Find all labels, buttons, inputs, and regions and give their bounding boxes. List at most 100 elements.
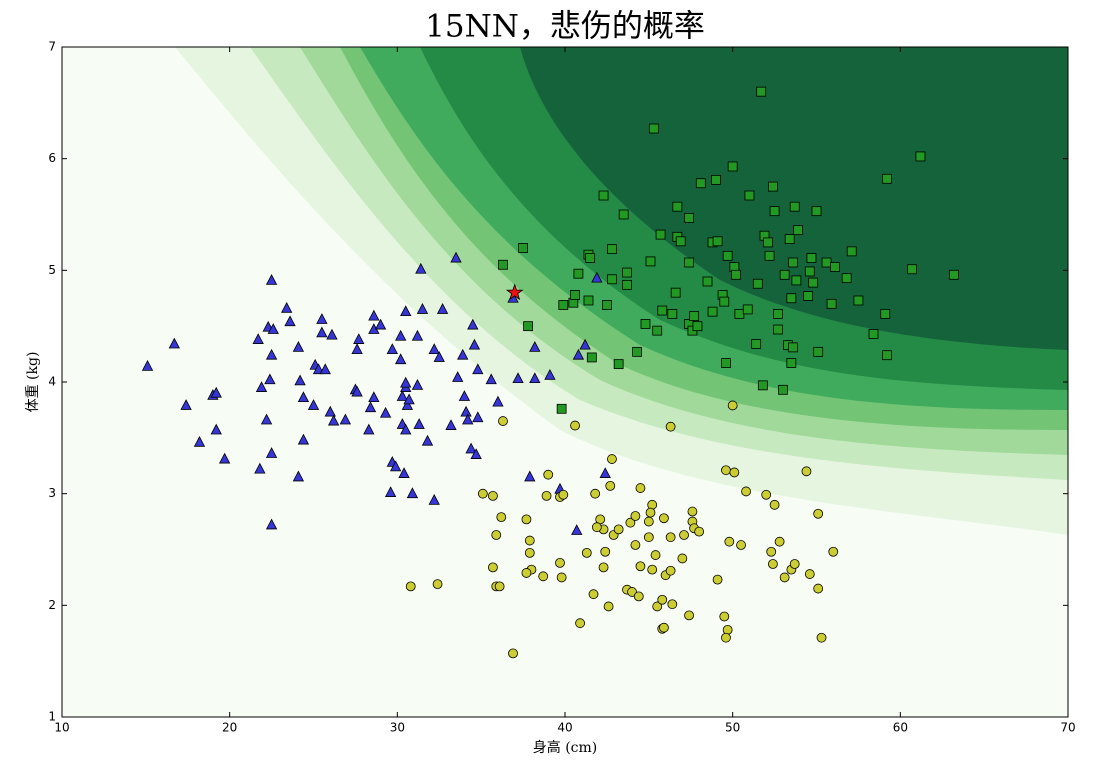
point <box>472 411 484 423</box>
y-tick-label: 4 <box>48 375 56 389</box>
point <box>210 423 222 435</box>
point <box>368 391 380 403</box>
point <box>491 530 502 540</box>
point <box>436 303 449 314</box>
point <box>523 321 534 332</box>
point <box>640 319 651 329</box>
point <box>572 348 585 360</box>
point <box>571 524 583 535</box>
point <box>736 540 746 550</box>
point <box>605 480 616 491</box>
point <box>405 581 416 592</box>
point <box>719 611 730 622</box>
point <box>588 589 599 600</box>
point <box>630 540 641 550</box>
point <box>779 572 790 583</box>
point <box>613 359 624 370</box>
x-tick-label: 20 <box>222 721 237 735</box>
point <box>395 329 407 341</box>
point <box>784 234 795 244</box>
point <box>741 486 751 497</box>
point <box>573 268 584 279</box>
point <box>411 378 424 390</box>
point <box>645 256 656 267</box>
point <box>659 622 669 633</box>
point <box>307 399 320 410</box>
point <box>742 304 753 315</box>
point <box>351 385 363 397</box>
point <box>692 321 703 332</box>
point <box>607 274 617 285</box>
point <box>598 190 609 201</box>
point <box>769 206 780 217</box>
point <box>826 298 837 309</box>
point <box>816 632 827 643</box>
point <box>379 406 392 418</box>
point <box>292 470 305 482</box>
point <box>789 559 800 569</box>
point <box>791 275 802 286</box>
point <box>413 418 425 429</box>
point <box>465 442 477 454</box>
point <box>602 300 612 310</box>
point <box>722 250 733 261</box>
point <box>389 460 402 472</box>
point <box>488 562 498 573</box>
point <box>813 346 824 357</box>
point <box>470 448 482 459</box>
point <box>401 399 414 410</box>
point <box>255 381 268 392</box>
x-tick-label: 30 <box>390 721 405 735</box>
point <box>339 413 352 425</box>
point <box>801 466 812 477</box>
point <box>544 368 556 380</box>
point <box>477 488 488 499</box>
point <box>541 490 552 501</box>
point <box>670 287 681 298</box>
point <box>677 553 688 564</box>
point <box>667 308 678 319</box>
x-tick-label: 70 <box>1060 721 1075 735</box>
point <box>351 343 363 355</box>
point <box>773 324 783 335</box>
point <box>657 594 668 605</box>
point <box>583 295 594 306</box>
point <box>659 513 669 524</box>
point <box>650 550 661 560</box>
y-tick-label: 2 <box>48 598 56 612</box>
x-tick-label: 50 <box>725 721 740 735</box>
point <box>793 225 803 236</box>
point <box>586 352 597 363</box>
point <box>655 229 666 240</box>
point <box>630 511 641 521</box>
point <box>462 413 474 425</box>
y-tick-label: 7 <box>48 40 56 54</box>
point <box>627 587 637 597</box>
point <box>292 341 305 352</box>
point <box>766 546 777 557</box>
point <box>667 599 678 610</box>
point <box>460 405 472 417</box>
point <box>882 173 892 184</box>
point <box>218 452 231 464</box>
point <box>398 467 410 478</box>
point <box>265 447 278 458</box>
point <box>319 363 331 375</box>
point <box>524 547 535 558</box>
point <box>675 236 686 247</box>
point <box>485 373 497 385</box>
point <box>828 546 839 557</box>
point <box>524 535 535 546</box>
point <box>363 423 375 435</box>
point <box>494 581 505 592</box>
point <box>445 419 457 430</box>
point <box>579 338 591 350</box>
point <box>635 483 646 493</box>
point <box>786 358 797 368</box>
point <box>773 308 783 319</box>
point <box>384 486 397 497</box>
point <box>294 374 306 386</box>
point <box>316 326 328 338</box>
point <box>712 236 723 247</box>
